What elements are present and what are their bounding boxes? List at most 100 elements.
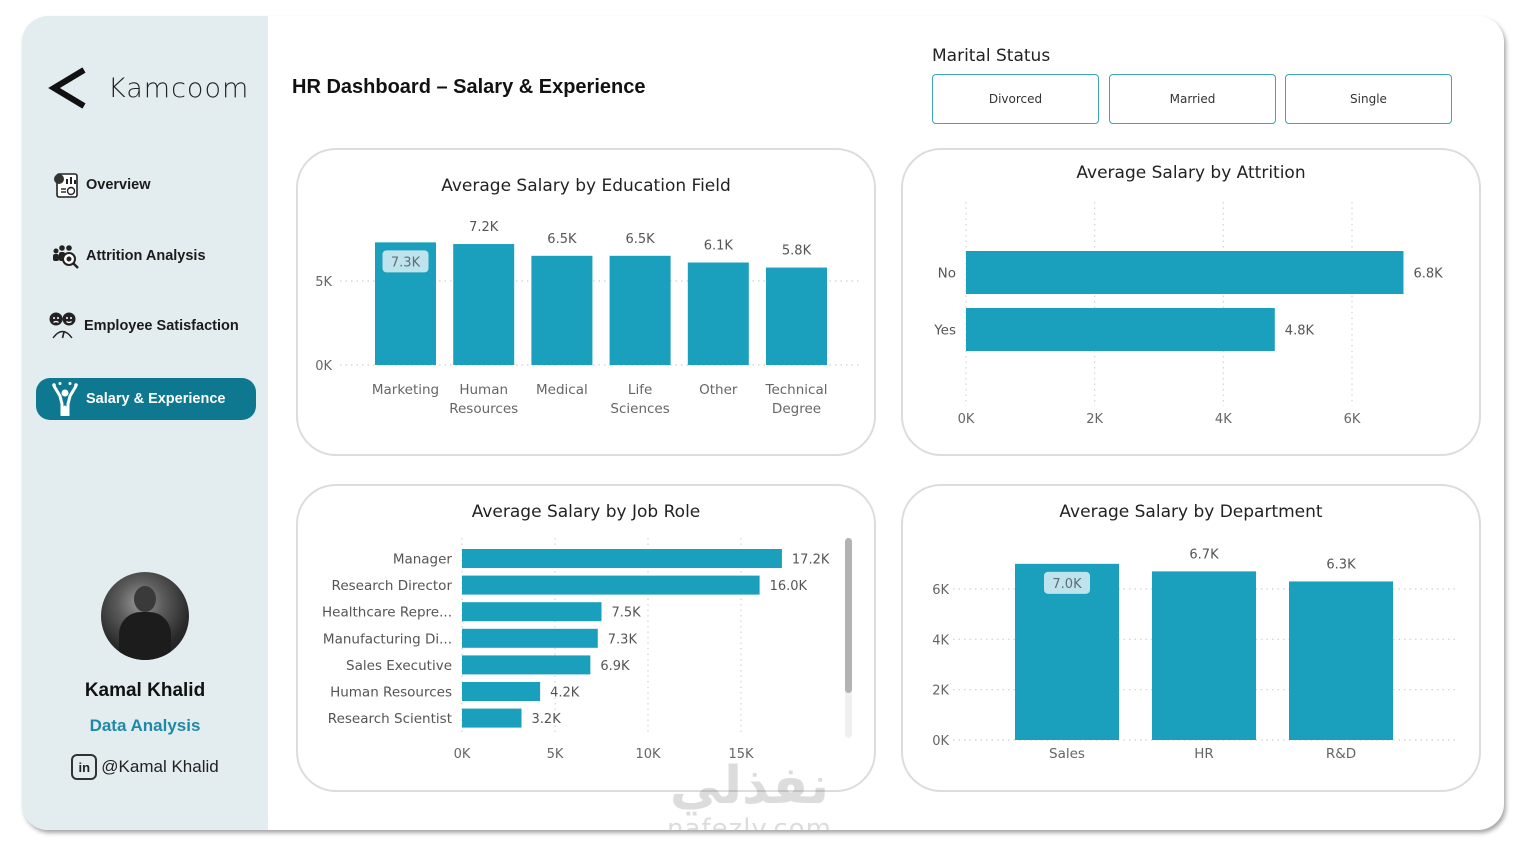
data-label: 16.0K <box>770 579 808 594</box>
attrition-chart: 0K 2K 4K 6K 6.8K No 4.8K Yes <box>933 202 1443 427</box>
dashboard-frame: Kamcoom Overview <box>22 16 1504 830</box>
category-label: Human <box>459 382 508 398</box>
bar <box>531 255 593 365</box>
chart-title: Average Salary by Job Role <box>471 502 701 522</box>
card-education-field: Average Salary by Education Field 0K 5K 7.… <box>296 148 876 456</box>
category-label: Marketing <box>372 382 439 398</box>
category-label: Human Resources <box>330 685 452 701</box>
logo-text: Kamcoom <box>108 72 250 104</box>
x-tick-label: 0K <box>958 412 975 427</box>
linkedin-link[interactable]: in @Kamal Khalid <box>22 754 268 780</box>
bar <box>462 575 760 595</box>
bar <box>462 549 782 568</box>
data-label: 5.8K <box>782 244 812 259</box>
chart-title: Average Salary by Attrition <box>1076 163 1306 183</box>
slicer-married[interactable]: Married <box>1109 74 1276 124</box>
data-label: 7.2K <box>469 220 499 235</box>
page-title: HR Dashboard – Salary & Experience <box>292 76 646 98</box>
x-tick-label: 10K <box>635 747 661 762</box>
x-tick-label: 0K <box>454 747 471 762</box>
bar <box>687 262 749 365</box>
data-label: 3.2K <box>532 712 562 727</box>
category-label: Sciences <box>610 401 669 417</box>
card-attrition: Average Salary by Attrition 0K 2K 4K 6K 6.8K… <box>901 148 1481 456</box>
bar <box>453 244 515 365</box>
scrollbar-thumb[interactable] <box>845 538 852 693</box>
sidebar-item-attrition-analysis[interactable]: Attrition Analysis <box>36 235 256 277</box>
category-label: Other <box>699 382 738 398</box>
chart-title: Average Salary by Education Field <box>441 176 731 196</box>
bar <box>966 251 1404 294</box>
category-label: Manufacturing Di... <box>323 631 452 647</box>
linkedin-icon: in <box>71 754 98 780</box>
sidebar-item-label: Salary & Experience <box>86 391 226 407</box>
data-label-bg <box>1044 571 1090 594</box>
sidebar-item-label: Employee Satisfaction <box>84 318 239 334</box>
linkedin-handle: @Kamal Khalid <box>101 757 219 776</box>
education-field-chart: 0K 5K 7.3K Marketing 7.2K Human Resources 6.5K M… <box>315 220 860 417</box>
category-label: Sales <box>1049 746 1085 762</box>
sidebar-item-overview[interactable]: Overview <box>36 164 256 206</box>
data-label: 6.1K <box>704 239 734 254</box>
category-label: Research Director <box>332 578 453 594</box>
bar <box>609 255 671 365</box>
x-tick-label: 2K <box>1086 412 1103 427</box>
job-role-chart: 0K 5K 10K 15K 17.2K Manager 16.0K Research Dire… <box>322 538 852 762</box>
y-tick-label: 2K <box>932 684 949 699</box>
overview-icon <box>50 170 80 200</box>
category-label: Sales Executive <box>346 658 452 674</box>
data-label: 6.3K <box>1326 557 1356 572</box>
profile-card: Kamal Khalid Data Analysis in @Kamal Kha… <box>22 572 268 780</box>
satisfaction-icon <box>48 311 78 341</box>
x-tick-label: 4K <box>1215 412 1232 427</box>
sidebar-item-salary-experience[interactable]: Salary & Experience <box>36 378 256 420</box>
marital-status-title: Marital Status <box>932 46 1051 66</box>
category-label: R&D <box>1326 746 1356 762</box>
category-label: Research Scientist <box>328 711 452 727</box>
logo-chevron-icon <box>48 67 86 109</box>
y-tick-label: 6K <box>932 583 949 598</box>
watermark-latin: nafezly.com <box>667 814 832 830</box>
data-label: 4.8K <box>1285 324 1315 339</box>
data-label: 17.2K <box>792 553 830 568</box>
data-label: 6.9K <box>600 659 630 674</box>
data-label-bg <box>382 250 429 273</box>
data-label: 6.5K <box>547 232 577 247</box>
y-tick-label: 4K <box>932 633 949 648</box>
avatar <box>101 572 189 660</box>
bar <box>1289 581 1393 740</box>
card-department: Average Salary by Department 0K 2K 4K 6K 7.0… <box>901 484 1481 792</box>
x-tick-label: 5K <box>547 747 564 762</box>
category-label: HR <box>1194 746 1214 762</box>
sidebar-item-label: Attrition Analysis <box>86 248 206 264</box>
y-tick-label: 5K <box>315 275 332 290</box>
logo: Kamcoom <box>48 66 249 110</box>
bar <box>462 682 541 701</box>
card-job-role: Average Salary by Job Role 0K 5K 10K 15K 17.… <box>296 484 876 792</box>
x-tick-label: 6K <box>1344 412 1361 427</box>
category-label: Degree <box>772 401 821 417</box>
attrition-icon <box>50 241 80 271</box>
salary-icon <box>50 382 80 416</box>
bar <box>462 655 591 675</box>
slicer-single[interactable]: Single <box>1285 74 1452 124</box>
sidebar-item-employee-satisfaction[interactable]: Employee Satisfaction <box>36 305 256 347</box>
category-label: No <box>938 266 956 282</box>
bar <box>462 708 522 728</box>
slicer-divorced[interactable]: Divorced <box>932 74 1099 124</box>
data-label: 7.5K <box>612 606 642 621</box>
data-label: 7.0K <box>1052 577 1082 592</box>
data-label: 6.8K <box>1413 267 1443 282</box>
x-tick-label: 15K <box>728 747 754 762</box>
bar <box>462 628 598 648</box>
category-label: Life <box>628 382 652 398</box>
profile-name: Kamal Khalid <box>84 680 206 701</box>
department-chart: 0K 2K 4K 6K 7.0K Sales 6.7K HR 6.3K R&D <box>932 547 1455 762</box>
data-label: 4.2K <box>550 686 580 701</box>
bar <box>966 308 1275 351</box>
category-label: Yes <box>933 323 956 339</box>
sidebar-item-label: Overview <box>86 177 151 193</box>
data-label: 6.7K <box>1189 547 1219 562</box>
category-label: Resources <box>449 401 518 417</box>
chart-title: Average Salary by Department <box>1059 502 1323 522</box>
